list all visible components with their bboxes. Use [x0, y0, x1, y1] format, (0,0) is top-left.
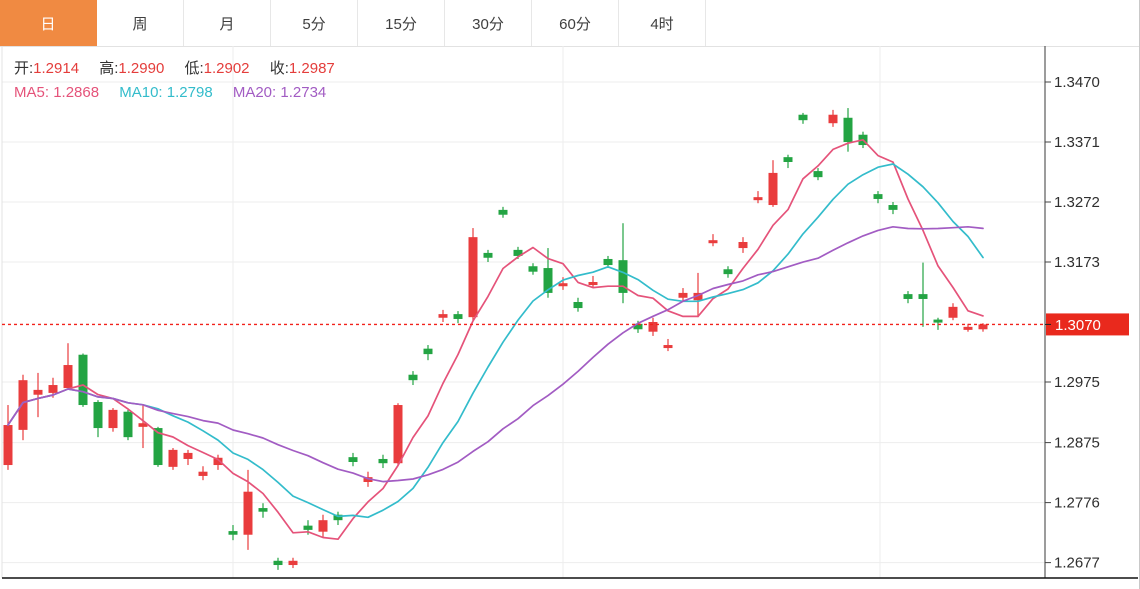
current-price-badge	[1046, 313, 1129, 336]
tab-15min[interactable]: 15分	[358, 0, 445, 46]
candle-body-down	[888, 205, 898, 210]
ma10-line	[7, 163, 984, 519]
candle-body-down	[453, 314, 463, 319]
candle-body-up	[978, 324, 988, 330]
tab-30min[interactable]: 30分	[445, 0, 532, 46]
period-tab-bar: 日周月 5分 15分 30分 60分 4时	[0, 0, 1139, 47]
candle-body-down	[813, 171, 823, 178]
axis-tick-label: 1.3272	[1054, 194, 1100, 211]
candle-body-up	[663, 345, 673, 349]
candle-body-down	[348, 457, 358, 462]
candle-body-up	[648, 322, 658, 332]
chart-area: 1.3470 1.3371 1.3272 1.3173 1.2975 1.2875 1.27…	[0, 46, 1140, 589]
candle-body-down	[873, 194, 883, 199]
current-price-label: 1.3070	[1055, 317, 1101, 334]
candle-body-up	[18, 380, 28, 430]
candle-body-up	[438, 314, 448, 318]
candle-body-up	[213, 457, 223, 466]
candle-body-down	[903, 294, 913, 299]
candle-body-up	[708, 240, 718, 244]
candle-body-down	[573, 302, 583, 309]
candle-body-up	[108, 409, 118, 429]
candle-body-down	[93, 402, 103, 429]
tab-week[interactable]: 周	[97, 0, 184, 46]
candlestick-chart[interactable]: 1.3470 1.3371 1.3272 1.3173 1.2975 1.2875 1.27…	[0, 46, 1140, 589]
tab-day[interactable]: 日	[0, 0, 97, 46]
candle-body-up	[828, 114, 838, 124]
candle-body-down	[543, 268, 553, 293]
candle-body-up	[183, 452, 193, 459]
candle-body-down	[123, 411, 133, 438]
candle-body-up	[948, 306, 958, 318]
candle-body-down	[78, 354, 88, 406]
candle-body-up	[588, 282, 598, 286]
candle-body-up	[468, 237, 478, 318]
candle-body-down	[513, 249, 523, 256]
ma5-line	[7, 138, 984, 541]
tab-60min[interactable]: 60分	[532, 0, 619, 46]
candle-body-down	[843, 117, 853, 142]
candle-body-up	[753, 197, 763, 201]
candle-body-down	[918, 294, 928, 299]
candle-body-down	[783, 157, 793, 162]
candle-body-up	[288, 560, 298, 566]
axis-tick-label: 1.2875	[1054, 435, 1100, 452]
ma20-line	[7, 225, 984, 483]
candle-body-down	[378, 458, 388, 464]
candle-body-down	[933, 319, 943, 323]
candle-body-down	[723, 269, 733, 275]
candle-body-down	[603, 258, 613, 266]
candle-body-up	[63, 365, 73, 389]
candle-body-down	[258, 508, 268, 512]
candle-body-down	[333, 514, 343, 521]
candle-body-down	[273, 560, 283, 566]
axis-tick-label: 1.2975	[1054, 374, 1100, 391]
axis-tick-label: 1.2776	[1054, 495, 1100, 512]
candle-body-down	[498, 209, 508, 215]
candle-body-down	[798, 114, 808, 121]
tab-month[interactable]: 月	[184, 0, 271, 46]
axis-tick-label: 1.2677	[1054, 555, 1100, 572]
candle-body-up	[768, 172, 778, 206]
candle-body-up	[558, 283, 568, 287]
candle-body-up	[363, 477, 373, 482]
candle-body-down	[483, 252, 493, 258]
candle-body-down	[423, 348, 433, 355]
candle-body-up	[33, 389, 43, 395]
candle-body-up	[738, 242, 748, 249]
axis-tick-label: 1.3470	[1054, 74, 1100, 91]
tab-5min[interactable]: 5分	[271, 0, 358, 46]
candle-body-up	[678, 292, 688, 298]
candle-body-up	[693, 292, 703, 301]
candle-body-down	[408, 374, 418, 381]
candle-body-up	[48, 385, 58, 393]
candle-body-up	[138, 423, 148, 427]
candle-body-up	[393, 405, 403, 464]
candle-body-down	[618, 260, 628, 293]
candle-body-up	[243, 491, 253, 535]
tab-4hour[interactable]: 4时	[619, 0, 706, 46]
candle-body-down	[633, 323, 643, 330]
axis-tick-label: 1.3173	[1054, 254, 1100, 271]
candle-body-down	[228, 531, 238, 535]
candle-body-up	[3, 425, 13, 466]
candle-body-down	[153, 428, 163, 466]
candle-body-up	[318, 520, 328, 532]
axis-tick-label: 1.3371	[1054, 134, 1100, 151]
candle-body-up	[198, 471, 208, 476]
candle-body-up	[963, 326, 973, 330]
candle-body-down	[303, 525, 313, 530]
candle-body-down	[528, 266, 538, 272]
candle-body-up	[168, 449, 178, 467]
